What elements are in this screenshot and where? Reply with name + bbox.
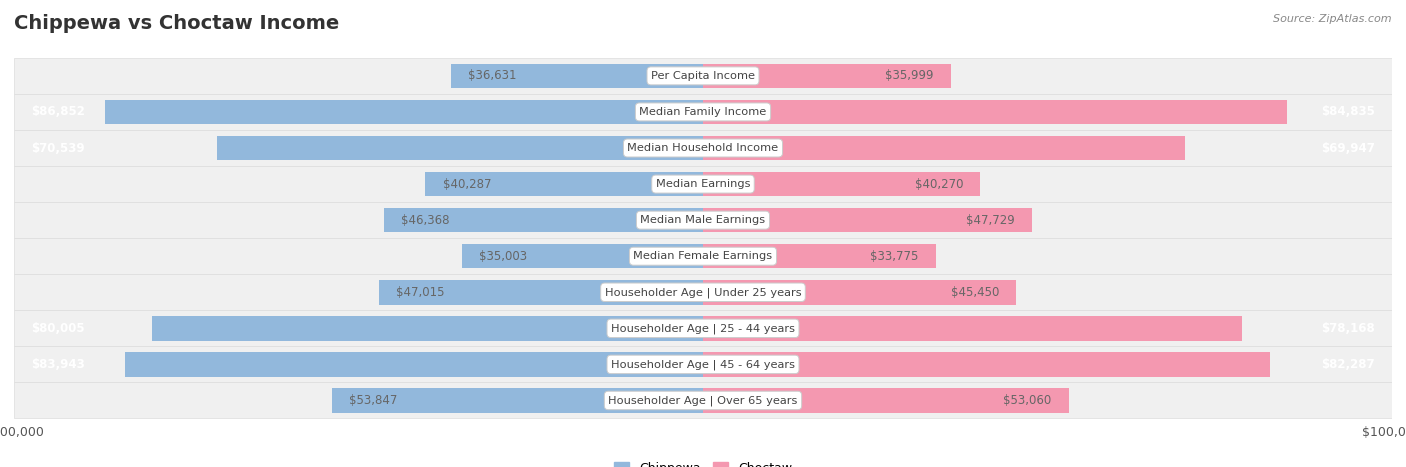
- Text: $35,999: $35,999: [886, 70, 934, 82]
- Bar: [14, 347, 1392, 382]
- Bar: [14, 274, 1392, 310]
- Text: Median Family Income: Median Family Income: [640, 107, 766, 117]
- Bar: [703, 208, 1032, 233]
- Bar: [703, 99, 1288, 124]
- Text: $47,015: $47,015: [396, 286, 444, 299]
- Text: Householder Age | Under 25 years: Householder Age | Under 25 years: [605, 287, 801, 297]
- Bar: [703, 172, 980, 196]
- Text: $53,847: $53,847: [349, 394, 398, 407]
- Bar: [703, 244, 935, 269]
- Bar: [14, 94, 1392, 130]
- Text: Median Household Income: Median Household Income: [627, 143, 779, 153]
- Bar: [703, 388, 1069, 413]
- Bar: [14, 238, 1392, 274]
- Text: Chippewa vs Choctaw Income: Chippewa vs Choctaw Income: [14, 14, 339, 33]
- Text: $36,631: $36,631: [468, 70, 516, 82]
- Bar: [14, 166, 1392, 202]
- Text: Per Capita Income: Per Capita Income: [651, 71, 755, 81]
- Bar: [380, 280, 703, 304]
- Bar: [14, 130, 1392, 166]
- Bar: [14, 382, 1392, 418]
- Text: $35,003: $35,003: [479, 250, 527, 263]
- Text: $53,060: $53,060: [1002, 394, 1052, 407]
- Text: Householder Age | 25 - 44 years: Householder Age | 25 - 44 years: [612, 323, 794, 333]
- Bar: [14, 310, 1392, 347]
- Text: $84,835: $84,835: [1320, 106, 1375, 119]
- Bar: [152, 316, 703, 340]
- Bar: [461, 244, 703, 269]
- Text: $83,943: $83,943: [31, 358, 84, 371]
- Bar: [332, 388, 703, 413]
- Bar: [14, 58, 1392, 94]
- Bar: [217, 136, 703, 160]
- Bar: [703, 352, 1270, 377]
- Text: Median Male Earnings: Median Male Earnings: [641, 215, 765, 225]
- Text: Householder Age | Over 65 years: Householder Age | Over 65 years: [609, 395, 797, 406]
- Bar: [14, 202, 1392, 238]
- Text: $33,775: $33,775: [870, 250, 918, 263]
- Text: $40,287: $40,287: [443, 177, 491, 191]
- Text: $45,450: $45,450: [950, 286, 998, 299]
- Text: $80,005: $80,005: [31, 322, 84, 335]
- Text: Median Earnings: Median Earnings: [655, 179, 751, 189]
- Bar: [384, 208, 703, 233]
- Text: $70,539: $70,539: [31, 142, 84, 155]
- Bar: [703, 136, 1185, 160]
- Bar: [104, 99, 703, 124]
- Legend: Chippewa, Choctaw: Chippewa, Choctaw: [609, 457, 797, 467]
- Text: $47,729: $47,729: [966, 213, 1015, 226]
- Bar: [426, 172, 703, 196]
- Bar: [125, 352, 703, 377]
- Text: $78,168: $78,168: [1322, 322, 1375, 335]
- Bar: [451, 64, 703, 88]
- Text: Source: ZipAtlas.com: Source: ZipAtlas.com: [1274, 14, 1392, 24]
- Text: $86,852: $86,852: [31, 106, 86, 119]
- Bar: [703, 316, 1241, 340]
- Text: $82,287: $82,287: [1322, 358, 1375, 371]
- Bar: [703, 64, 950, 88]
- Text: Median Female Earnings: Median Female Earnings: [634, 251, 772, 261]
- Text: $40,270: $40,270: [915, 177, 963, 191]
- Bar: [703, 280, 1017, 304]
- Text: $46,368: $46,368: [401, 213, 450, 226]
- Text: $69,947: $69,947: [1320, 142, 1375, 155]
- Text: Householder Age | 45 - 64 years: Householder Age | 45 - 64 years: [612, 359, 794, 370]
